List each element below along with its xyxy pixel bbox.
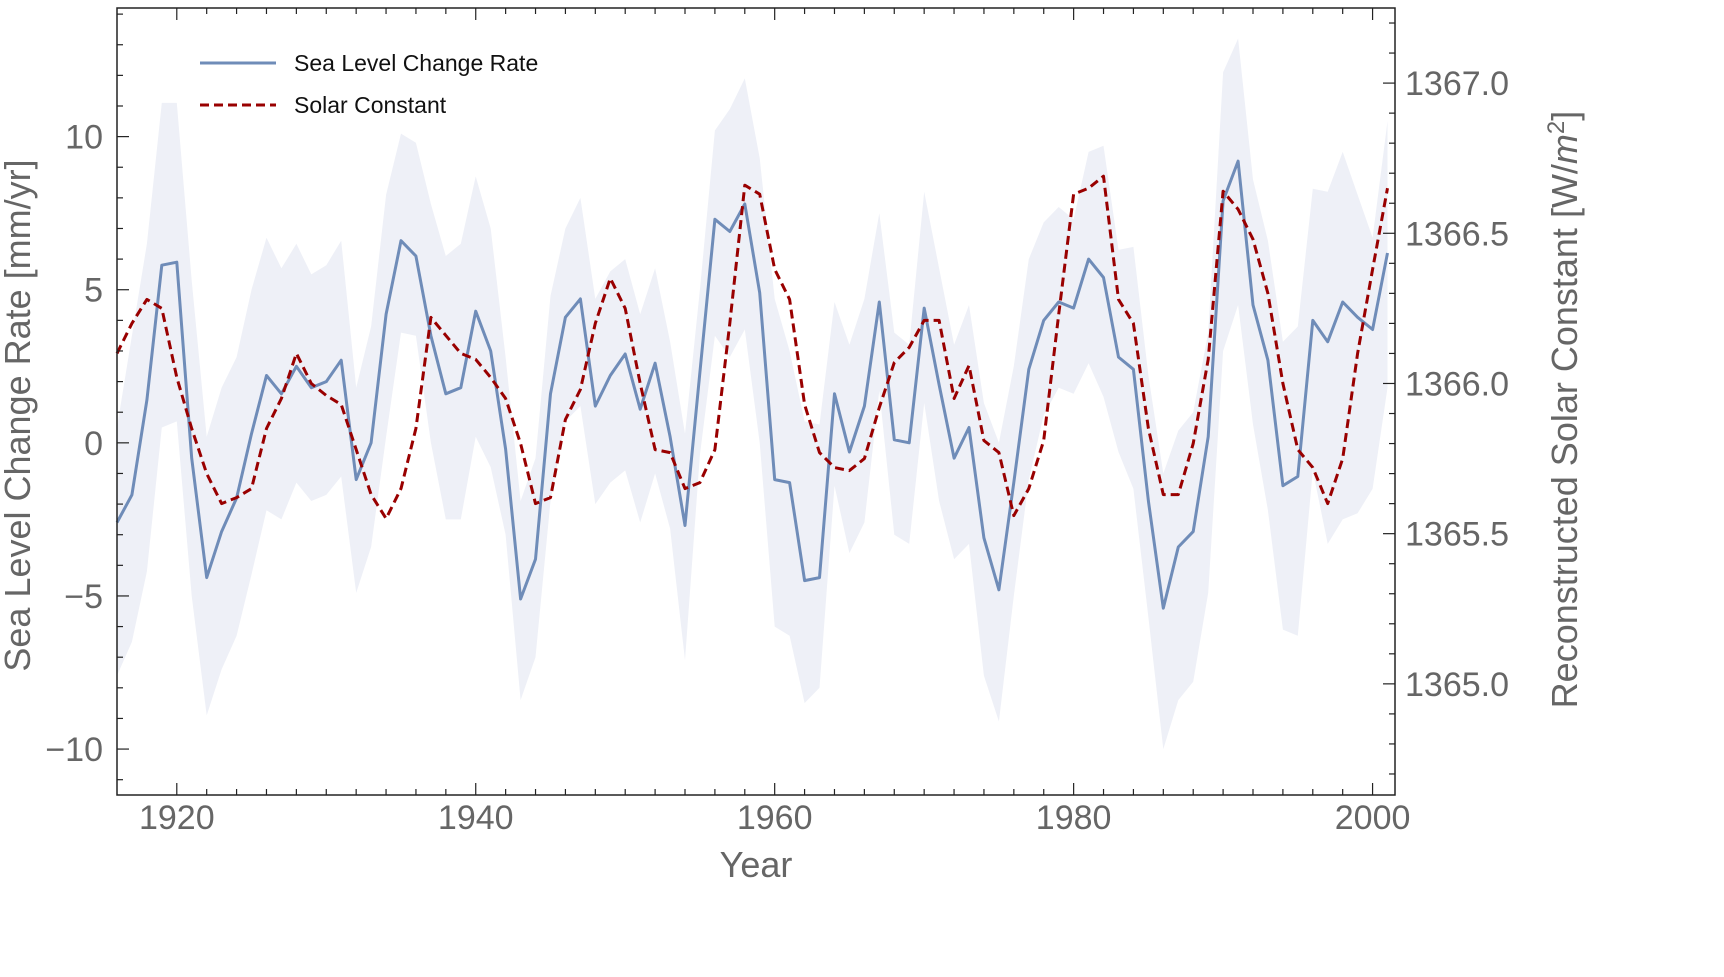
y-right-axis-title: Reconstructed Solar Constant [W/m2] bbox=[1543, 111, 1586, 709]
sea-level-uncertainty-band bbox=[117, 38, 1388, 750]
tick-label-layer: 1920 1940 1960 1980 2000 −10 −5 0 5 10 1365.0 1365.… bbox=[45, 65, 1509, 837]
uncertainty-band-layer bbox=[117, 38, 1388, 750]
y-right-tick-label: 1366.0 bbox=[1405, 365, 1509, 403]
x-tick-label: 1920 bbox=[139, 799, 215, 837]
solar-constant-line bbox=[115, 174, 1389, 521]
y-left-tick-label: −5 bbox=[64, 578, 103, 616]
sea-level-change-rate-line bbox=[115, 159, 1389, 610]
legend-label-sea-level: Sea Level Change Rate bbox=[294, 50, 538, 76]
y-left-tick-label: 10 bbox=[65, 119, 103, 157]
plot-frame bbox=[116, 7, 1396, 796]
y-left-axis-title: Sea Level Change Rate [mm/yr] bbox=[0, 159, 38, 671]
y-left-tick-label: 0 bbox=[84, 425, 103, 463]
y-right-title-suffix: ] bbox=[1544, 111, 1585, 121]
x-axis-title: Year bbox=[720, 844, 793, 885]
legend-label-solar-constant: Solar Constant bbox=[294, 92, 447, 118]
series-layer bbox=[115, 159, 1389, 610]
x-tick-label: 2000 bbox=[1335, 799, 1411, 837]
x-tick-label: 1980 bbox=[1036, 799, 1112, 837]
tick-layer bbox=[117, 8, 1395, 795]
x-tick-label: 1960 bbox=[737, 799, 813, 837]
y-right-tick-label: 1366.5 bbox=[1405, 215, 1509, 253]
y-right-tick-label: 1365.5 bbox=[1405, 516, 1509, 554]
y-right-tick-label: 1365.0 bbox=[1405, 666, 1509, 704]
y-left-tick-label: −10 bbox=[45, 731, 103, 769]
y-right-title-prefix: Reconstructed Solar Constant [W/ bbox=[1544, 164, 1585, 708]
x-tick-label: 1940 bbox=[438, 799, 514, 837]
y-left-tick-label: 5 bbox=[84, 272, 103, 310]
y-right-title-unit: m bbox=[1544, 134, 1585, 164]
y-right-tick-label: 1367.0 bbox=[1405, 65, 1509, 103]
legend: Sea Level Change Rate Solar Constant bbox=[200, 50, 538, 118]
y-right-title-exponent: 2 bbox=[1543, 121, 1570, 134]
